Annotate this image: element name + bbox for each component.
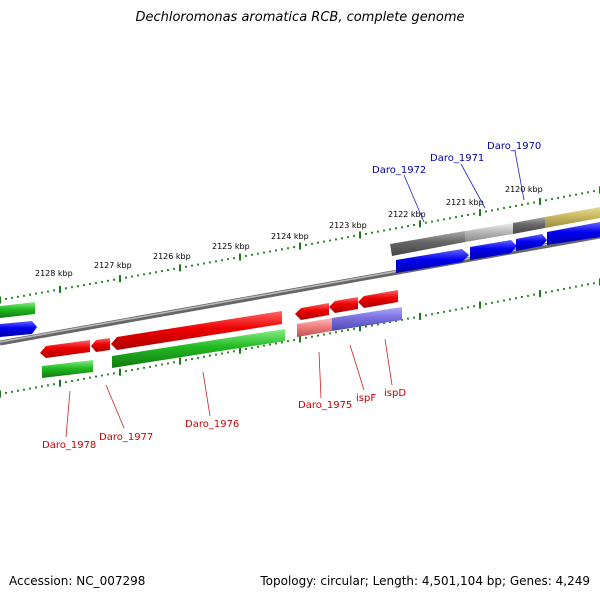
label-leader [384, 338, 393, 386]
gene-daro-1972-arrow[interactable] [396, 249, 469, 273]
feature-lightgray-top[interactable] [465, 223, 513, 242]
feature-purple-bar[interactable] [332, 307, 402, 331]
accession-text: Accession: NC_007298 [9, 574, 146, 588]
feature-olive-top[interactable] [545, 207, 600, 228]
tick-label: 2126 kbp [153, 252, 191, 261]
gene-daro-1977-rna[interactable] [112, 329, 285, 368]
label-leader [403, 174, 425, 223]
label-leader [105, 384, 125, 429]
gene-left-blue-arrow[interactable] [0, 321, 37, 337]
gene-ispf-arrow[interactable] [329, 297, 358, 313]
inner-tick-ring [0, 278, 600, 398]
gene-forward-right-arrow[interactable] [547, 222, 600, 245]
label-daro-1975: Daro_1975 [298, 400, 352, 411]
label-daro-1970: Daro_1970 [487, 141, 541, 152]
genome-info-text: Topology: circular; Length: 4,501,104 bp… [260, 574, 590, 588]
tick-label: 2125 kbp [212, 242, 250, 251]
feature-pink-bar[interactable] [297, 318, 332, 337]
gene-daro-1975-arrow[interactable] [295, 303, 329, 320]
label-leader [318, 351, 322, 399]
feature-gray-top-2[interactable] [513, 217, 545, 234]
label-daro-1978: Daro_1978 [42, 440, 96, 451]
tick-label: 2128 kbp [35, 269, 73, 278]
reverse-gene-labels: Daro_1978 Daro_1977 Daro_1976 Daro_1975 … [42, 338, 406, 451]
label-leader [202, 371, 211, 417]
genome-backbone-highlight [0, 234, 600, 343]
gene-left-green-bar[interactable] [0, 302, 35, 318]
label-leader [514, 150, 525, 201]
tick-label: 2124 kbp [271, 232, 309, 241]
label-leader [460, 163, 486, 209]
tick-label: 2122 kbp [388, 210, 426, 219]
label-daro-1971: Daro_1971 [430, 153, 484, 164]
label-leader [65, 390, 71, 438]
label-daro-1972: Daro_1972 [372, 165, 426, 176]
tick-label: 2120 kbp [505, 185, 543, 194]
map-title: Dechloromonas aromatica RCB, complete ge… [135, 10, 465, 25]
label-ispf: ispF [356, 393, 376, 404]
gene-daro-1978-arrow[interactable] [40, 340, 90, 358]
label-leader [349, 344, 365, 391]
gene-daro-1970-arrow[interactable] [516, 234, 547, 251]
reverse-strand-features [40, 290, 402, 378]
tick-label: 2127 kbp [94, 261, 132, 270]
gene-red-small-arrow[interactable] [91, 338, 110, 352]
forward-gene-labels: Daro_1972 Daro_1971 Daro_1970 [372, 141, 541, 223]
gene-daro-1976-arrow[interactable] [111, 311, 282, 350]
outer-tick-ring [0, 186, 600, 304]
label-ispd: ispD [384, 388, 406, 399]
gene-daro-1978-rna[interactable] [42, 360, 93, 378]
gene-daro-1971-arrow[interactable] [470, 240, 517, 260]
gene-ispd-arrow[interactable] [358, 290, 398, 308]
forward-strand-features [0, 207, 600, 337]
label-daro-1977: Daro_1977 [99, 432, 153, 443]
scale-tick-labels: 2128 kbp 2127 kbp 2126 kbp 2125 kbp 2124 kbp… [35, 185, 543, 278]
tick-label: 2123 kbp [329, 221, 367, 230]
tick-label: 2121 kbp [446, 198, 484, 207]
feature-gray-top[interactable] [390, 231, 465, 256]
label-daro-1976: Daro_1976 [185, 419, 239, 430]
